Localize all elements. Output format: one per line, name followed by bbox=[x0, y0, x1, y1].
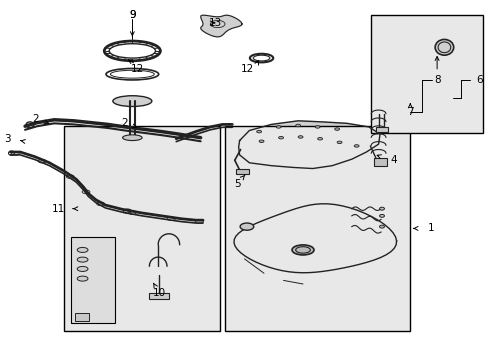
Text: 5: 5 bbox=[233, 179, 240, 189]
Text: 10: 10 bbox=[152, 288, 165, 298]
Ellipse shape bbox=[317, 138, 322, 140]
Text: 7: 7 bbox=[406, 107, 413, 117]
Ellipse shape bbox=[353, 145, 358, 147]
Ellipse shape bbox=[77, 257, 88, 262]
Polygon shape bbox=[200, 15, 242, 37]
Text: 3: 3 bbox=[4, 134, 10, 144]
Bar bbox=[75, 313, 89, 320]
Text: 11: 11 bbox=[52, 204, 65, 214]
Text: 12: 12 bbox=[241, 64, 254, 74]
Ellipse shape bbox=[240, 223, 253, 230]
Ellipse shape bbox=[336, 141, 341, 144]
Text: 8: 8 bbox=[433, 75, 440, 85]
Text: 12: 12 bbox=[131, 64, 144, 74]
Text: 1: 1 bbox=[427, 224, 433, 233]
Ellipse shape bbox=[379, 225, 384, 228]
Text: 6: 6 bbox=[475, 75, 482, 85]
Ellipse shape bbox=[122, 135, 142, 140]
Ellipse shape bbox=[298, 136, 303, 138]
Ellipse shape bbox=[278, 136, 283, 139]
Bar bbox=[64, 126, 220, 330]
Ellipse shape bbox=[315, 126, 320, 128]
Bar bbox=[71, 237, 115, 323]
Ellipse shape bbox=[256, 130, 261, 133]
Ellipse shape bbox=[77, 276, 88, 281]
Ellipse shape bbox=[295, 124, 300, 127]
Bar bbox=[370, 15, 483, 134]
Ellipse shape bbox=[276, 126, 281, 128]
Bar bbox=[373, 158, 386, 166]
Ellipse shape bbox=[77, 266, 88, 271]
Ellipse shape bbox=[113, 96, 152, 107]
Text: 2: 2 bbox=[122, 118, 128, 128]
Ellipse shape bbox=[77, 247, 88, 252]
Bar bbox=[236, 169, 248, 174]
Text: 4: 4 bbox=[390, 155, 397, 165]
Ellipse shape bbox=[379, 207, 384, 210]
Bar bbox=[375, 127, 387, 132]
Ellipse shape bbox=[291, 245, 313, 255]
Ellipse shape bbox=[334, 128, 339, 130]
Text: 9: 9 bbox=[129, 10, 135, 20]
Text: 13: 13 bbox=[209, 18, 222, 28]
Polygon shape bbox=[234, 204, 396, 273]
Text: 2: 2 bbox=[32, 114, 39, 124]
Polygon shape bbox=[238, 121, 379, 168]
Ellipse shape bbox=[259, 140, 264, 143]
Ellipse shape bbox=[434, 40, 453, 55]
Bar bbox=[224, 126, 409, 330]
Ellipse shape bbox=[379, 215, 384, 217]
Text: 9: 9 bbox=[129, 10, 135, 20]
Bar bbox=[149, 293, 168, 299]
